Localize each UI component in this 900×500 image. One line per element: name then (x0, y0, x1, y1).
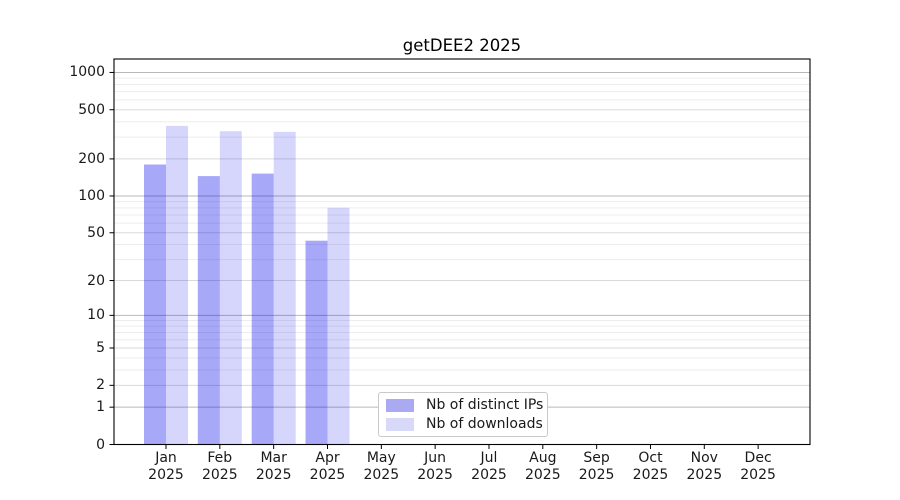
y-tick-label-10: 10 (87, 307, 105, 324)
y-tick-label-0: 0 (96, 436, 105, 453)
bar-jan-distinct-ips: Jan Nb of distinct IPs: 180 (144, 164, 166, 445)
bar-mar-distinct-ips: Mar Nb of distinct IPs: 152 (251, 173, 274, 445)
y-tick-label-100: 100 (78, 188, 105, 204)
chart-title: getDEE2 2025 (402, 36, 522, 55)
legend: Nb of distinct IPs Nb of downloads (378, 392, 548, 437)
y-tick-label-1000: 1000 (69, 64, 105, 81)
x-tick-label-jul: Jul 2025 (471, 450, 507, 483)
y-tick-label-2: 2 (96, 377, 105, 394)
bar-apr-distinct-ips: Apr Nb of distinct IPs: 43 (305, 240, 328, 445)
y-tick-label-50: 50 (87, 224, 105, 241)
x-tick-label-feb: Feb 2025 (201, 450, 238, 483)
bar-feb-distinct-ips: Feb Nb of distinct IPs: 145 (197, 176, 220, 445)
bar-feb-downloads: Feb Nb of downloads: 335 (219, 131, 242, 445)
legend-item-downloads: Nb of downloads (386, 416, 547, 432)
x-tick-label-mar: Mar 2025 (255, 450, 292, 483)
legend-swatch-distinct-ips-icon (386, 398, 414, 412)
y-tick-label-5: 5 (96, 340, 105, 356)
x-tick-label-may: May 2025 (363, 450, 400, 483)
y-tick-label-200: 200 (78, 150, 105, 167)
x-tick-label-dec: Dec 2025 (740, 450, 776, 483)
y-tick-label-20: 20 (87, 272, 105, 289)
y-tick-label-1: 1 (96, 399, 105, 416)
y-tick-label-500: 500 (78, 101, 105, 118)
x-tick-label-aug: Aug 2025 (524, 450, 561, 483)
bar-apr-downloads: Apr Nb of downloads: 80 (327, 207, 350, 445)
x-tick-label-oct: Oct 2025 (632, 450, 669, 483)
x-tick-label-jan: Jan 2025 (148, 450, 184, 483)
x-tick-label-nov: Nov 2025 (686, 450, 723, 483)
legend-swatch-downloads-icon (386, 417, 414, 431)
plot-spines (113, 58, 811, 446)
x-tick-label-sep: Sep 2025 (578, 450, 615, 483)
legend-label-downloads: Nb of downloads (426, 416, 543, 432)
legend-label-distinct-ips: Nb of distinct IPs (426, 397, 544, 413)
bar-mar-downloads: Mar Nb of downloads: 331 (273, 131, 296, 445)
bar-jan-downloads: Jan Nb of downloads: 370 (166, 125, 188, 445)
x-tick-label-apr: Apr 2025 (309, 450, 346, 483)
legend-item-distinct-ips: Nb of distinct IPs (386, 397, 547, 413)
x-tick-label-jun: Jun 2025 (417, 450, 453, 483)
